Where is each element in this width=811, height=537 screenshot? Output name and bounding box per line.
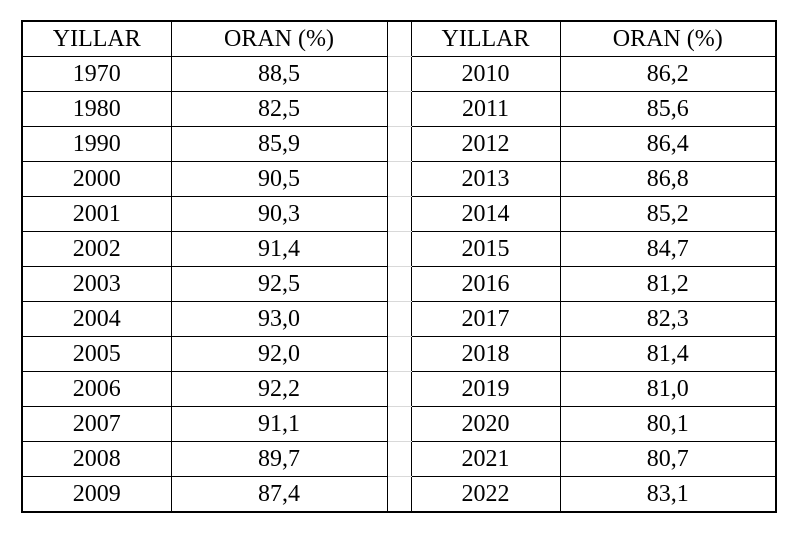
rate-cell: 83,1 [560,476,776,513]
year-cell: 2010 [411,56,561,92]
year-cell: 2004 [22,301,172,337]
rate-cell: 80,1 [560,406,776,442]
year-cell: 2020 [411,406,561,442]
rate-cell: 82,3 [560,301,776,337]
rate-cell: 93,0 [171,301,387,337]
year-cell: 2021 [411,441,561,477]
header-year-right: YILLAR [411,20,561,57]
year-cell: 2007 [22,406,172,442]
header-row: YILLAR ORAN (%) YILLAR ORAN (%) [22,20,776,57]
column-separator [386,266,412,302]
column-separator [386,301,412,337]
rate-cell: 85,9 [171,126,387,162]
table-row: 2008 89,7 2021 80,7 [22,441,776,477]
table-row: 2009 87,4 2022 83,1 [22,476,776,513]
column-separator [386,196,412,232]
column-separator [386,406,412,442]
data-table: YILLAR ORAN (%) YILLAR ORAN (%) 1970 88,5… [21,20,777,513]
year-cell: 2016 [411,266,561,302]
column-separator [386,336,412,372]
year-cell: 2018 [411,336,561,372]
column-separator [386,126,412,162]
year-cell: 2006 [22,371,172,407]
year-cell: 2008 [22,441,172,477]
rate-cell: 80,7 [560,441,776,477]
rate-cell: 86,8 [560,161,776,197]
rate-cell: 92,0 [171,336,387,372]
year-cell: 2014 [411,196,561,232]
rate-cell: 86,2 [560,56,776,92]
year-cell: 2012 [411,126,561,162]
table-row: 2007 91,1 2020 80,1 [22,406,776,442]
table-row: 2002 91,4 2015 84,7 [22,231,776,267]
year-cell: 2015 [411,231,561,267]
column-separator [386,476,412,513]
header-year-left: YILLAR [22,20,172,57]
rate-cell: 85,2 [560,196,776,232]
year-cell: 2000 [22,161,172,197]
rate-cell: 82,5 [171,91,387,127]
column-separator [386,231,412,267]
header-rate-left: ORAN (%) [171,20,387,57]
rate-cell: 91,4 [171,231,387,267]
column-separator [386,56,412,92]
column-separator [386,371,412,407]
rate-cell: 81,4 [560,336,776,372]
table-row: 2004 93,0 2017 82,3 [22,301,776,337]
year-cell: 1980 [22,91,172,127]
table-row: 1980 82,5 2011 85,6 [22,91,776,127]
table-body: YILLAR ORAN (%) YILLAR ORAN (%) 1970 88,5… [22,20,776,513]
table-row: 2006 92,2 2019 81,0 [22,371,776,407]
year-cell: 2019 [411,371,561,407]
year-cell: 2005 [22,336,172,372]
rate-cell: 81,0 [560,371,776,407]
rate-cell: 91,1 [171,406,387,442]
year-cell: 2022 [411,476,561,513]
column-separator [386,161,412,197]
year-cell: 2009 [22,476,172,513]
column-separator [386,91,412,127]
table-row: 2000 90,5 2013 86,8 [22,161,776,197]
year-cell: 2002 [22,231,172,267]
year-cell: 2003 [22,266,172,302]
year-cell: 2017 [411,301,561,337]
column-separator [386,441,412,477]
table-row: 1990 85,9 2012 86,4 [22,126,776,162]
column-separator [386,20,412,57]
rate-cell: 87,4 [171,476,387,513]
year-cell: 1970 [22,56,172,92]
year-cell: 2001 [22,196,172,232]
rate-cell: 90,5 [171,161,387,197]
rate-cell: 90,3 [171,196,387,232]
table-row: 2005 92,0 2018 81,4 [22,336,776,372]
header-rate-right: ORAN (%) [560,20,776,57]
rate-cell: 84,7 [560,231,776,267]
table-row: 2001 90,3 2014 85,2 [22,196,776,232]
rate-cell: 86,4 [560,126,776,162]
year-cell: 2013 [411,161,561,197]
rate-cell: 88,5 [171,56,387,92]
rate-cell: 89,7 [171,441,387,477]
year-cell: 2011 [411,91,561,127]
rate-cell: 92,5 [171,266,387,302]
rate-cell: 92,2 [171,371,387,407]
rate-cell: 81,2 [560,266,776,302]
table-row: 1970 88,5 2010 86,2 [22,56,776,92]
table-row: 2003 92,5 2016 81,2 [22,266,776,302]
rate-cell: 85,6 [560,91,776,127]
year-cell: 1990 [22,126,172,162]
